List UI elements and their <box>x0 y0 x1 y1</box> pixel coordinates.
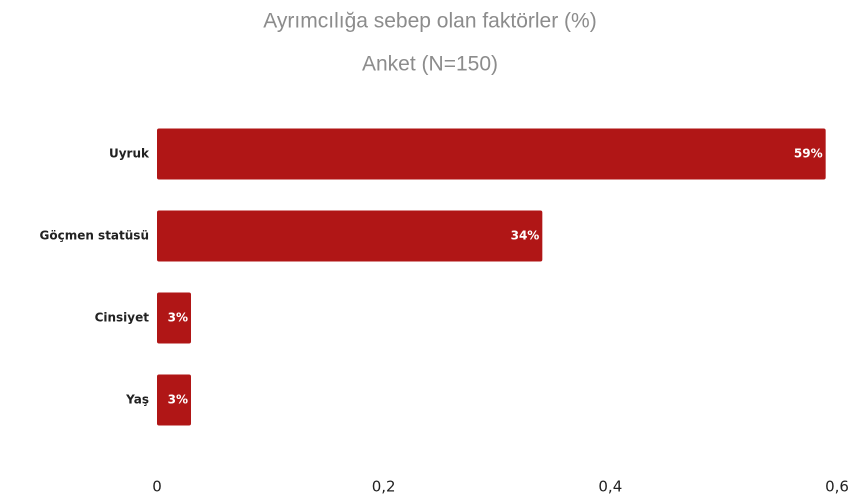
value-label: 3% <box>168 311 188 325</box>
value-label: 34% <box>511 229 540 243</box>
bar <box>157 374 191 426</box>
x-tick-label: 0 <box>152 478 162 496</box>
bar <box>157 210 543 262</box>
bar <box>157 292 191 344</box>
y-tick-label: Göçmen statüsü <box>39 229 149 243</box>
chart-title: Ayrımcılığa sebep olan faktörler (%) <box>263 10 596 33</box>
y-tick-label: Uyruk <box>109 147 150 161</box>
chart-subtitle: Anket (N=150) <box>362 53 498 76</box>
y-tick-label: Cinsiyet <box>95 311 150 325</box>
bar <box>157 128 826 180</box>
x-tick-label: 0,2 <box>372 478 396 496</box>
value-label: 59% <box>794 147 823 161</box>
x-tick-label: 0,6 <box>825 478 849 496</box>
x-tick-label: 0,4 <box>598 478 622 496</box>
value-label: 3% <box>168 393 188 407</box>
y-tick-label: Yaş <box>125 393 149 407</box>
